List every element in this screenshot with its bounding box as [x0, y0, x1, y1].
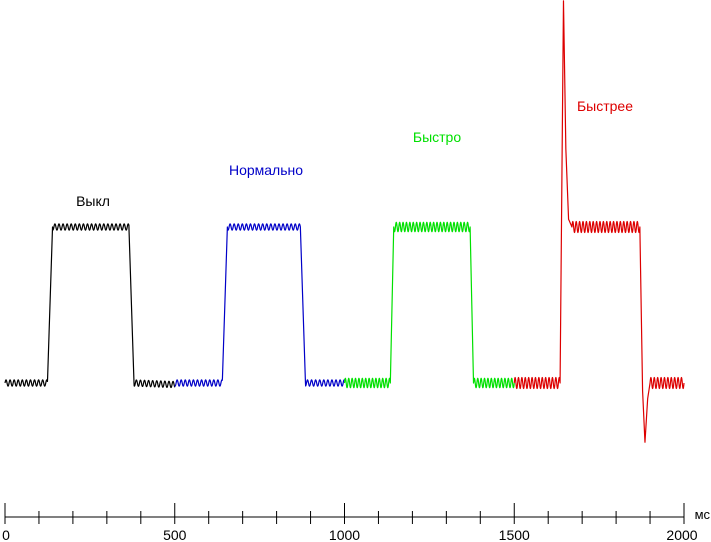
- x-tick-label: 1000: [329, 527, 360, 542]
- series-label: Нормально: [229, 162, 303, 178]
- x-tick-label: 2000: [666, 527, 697, 542]
- x-tick-label: 1500: [499, 527, 530, 542]
- x-tick-label: 0: [2, 527, 10, 542]
- series-line: [513, 0, 685, 443]
- series-line: [174, 223, 346, 387]
- series-label: Выкл: [76, 193, 110, 209]
- series-line: [343, 221, 515, 389]
- traces-group: [4, 0, 685, 443]
- x-axis-ticks: [4, 503, 685, 524]
- x-axis: 0 500 1000 1500 2000 мс: [2, 503, 711, 542]
- series-label: Быстрее: [577, 98, 633, 114]
- x-axis-tick-labels: 0 500 1000 1500 2000: [2, 527, 698, 542]
- series-line: [4, 223, 176, 389]
- x-axis-unit-label: мс: [695, 507, 711, 522]
- series-labels-group: Выкл Нормально Быстро Быстрее: [76, 98, 633, 209]
- series-label: Быстро: [413, 129, 461, 145]
- x-tick-label: 500: [163, 527, 187, 542]
